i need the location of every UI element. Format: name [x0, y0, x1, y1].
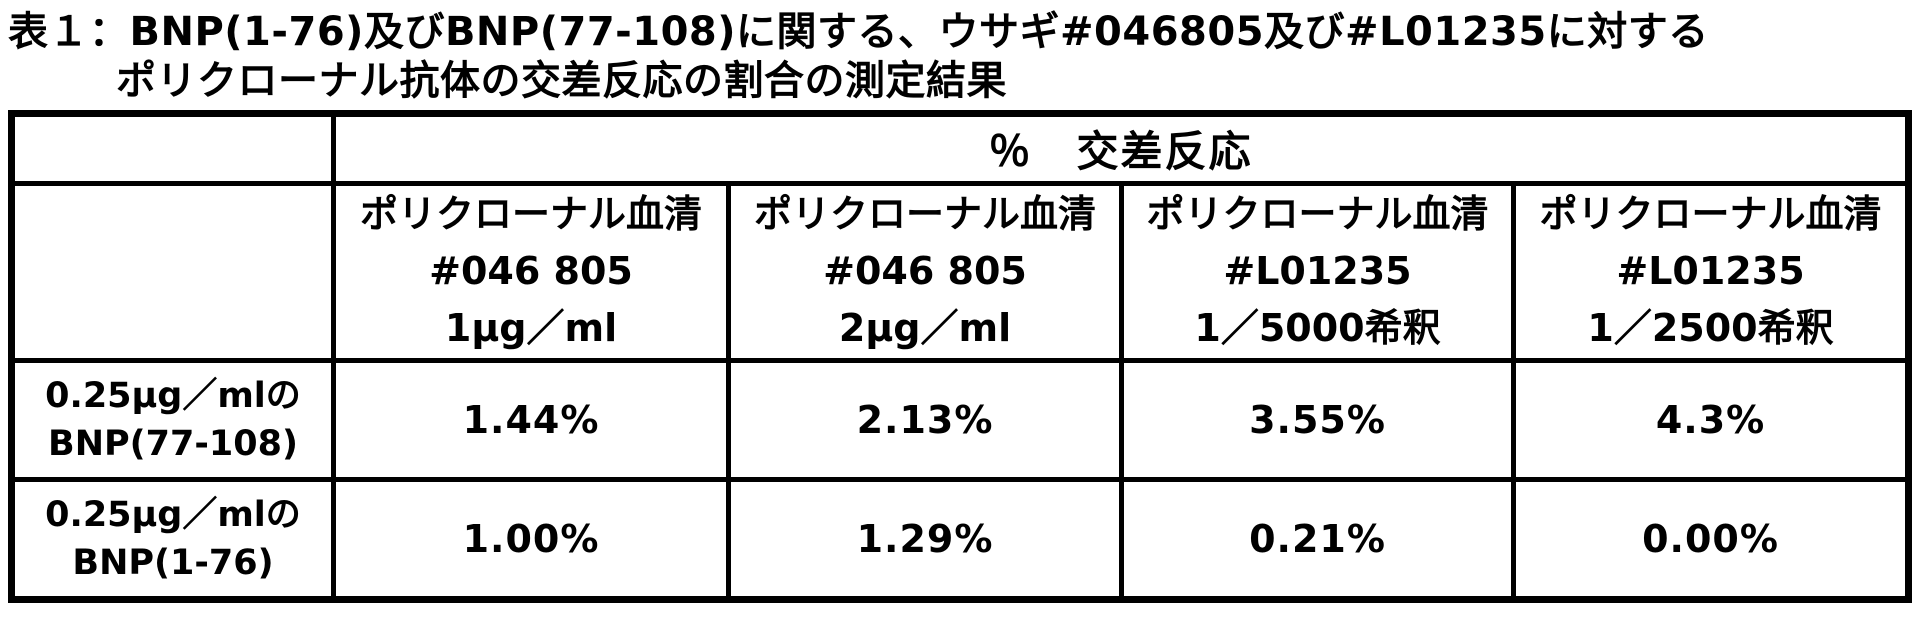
column-header-serum-id: #046 805: [429, 249, 633, 294]
value-bnp77-108-col3: 3.55%: [1119, 357, 1516, 482]
column-header-serum-l01235-2500: ポリクローナル血清 #L01235 1／2500希釈: [1510, 180, 1912, 363]
column-header-serum-046805-1ug: ポリクローナル血清 #046 805 1μg／ml: [331, 180, 731, 363]
corner-cell-top: [9, 110, 336, 186]
row-label-analyte: BNP(77-108): [48, 423, 298, 464]
column-header-serum-id: #046 805: [823, 249, 1027, 294]
value-bnp1-76-col1: 1.00%: [331, 476, 731, 602]
table-caption: 表１：BNP(1-76)及びBNP(77-108)に関する、ウサギ#046805…: [0, 0, 1912, 110]
row-label-analyte: BNP(1-76): [72, 542, 274, 583]
cross-reactivity-table: ％ 交差反応 ポリクローナル血清 #046 805 1μg／ml ポリクローナル…: [8, 109, 1912, 603]
column-header-dilution: 1／2500希釈: [1587, 306, 1834, 351]
value-bnp1-76-col2: 1.29%: [726, 476, 1124, 602]
value-bnp1-76-col3: 0.21%: [1119, 476, 1516, 602]
value-bnp77-108-col1: 1.44%: [331, 357, 731, 482]
column-header-serum-name: ポリクローナル血清: [1146, 192, 1489, 237]
column-header-dilution: 1／5000希釈: [1194, 306, 1441, 351]
percent-cross-reactivity-header: ％ 交差反応: [330, 110, 1912, 186]
column-header-serum-l01235-5000: ポリクローナル血清 #L01235 1／5000希釈: [1119, 180, 1516, 363]
column-header-serum-id: #L01235: [1223, 249, 1412, 294]
caption-line-1: 表１：BNP(1-76)及びBNP(77-108)に関する、ウサギ#046805…: [8, 9, 1709, 55]
column-header-serum-id: #L01235: [1616, 249, 1805, 294]
column-header-serum-name: ポリクローナル血清: [753, 192, 1096, 237]
table-row-bnp-1-76: 0.25μg／mlの BNP(1-76) 1.00% 1.29% 0.21% 0…: [9, 476, 1912, 602]
column-header-concentration: 2μg／ml: [838, 306, 1012, 351]
corner-cell-bottom: [9, 180, 336, 363]
table-header-row-1: ％ 交差反応: [9, 110, 1912, 186]
column-header-concentration: 1μg／ml: [444, 306, 618, 351]
value-bnp77-108-col4: 4.3%: [1510, 357, 1912, 482]
caption-line-2: ポリクローナル抗体の交差反応の割合の測定結果: [116, 57, 1007, 104]
row-label-bnp-77-108: 0.25μg／mlの BNP(77-108): [9, 357, 336, 482]
value-bnp1-76-col4: 0.00%: [1510, 476, 1912, 602]
table-row-bnp-77-108: 0.25μg／mlの BNP(77-108) 1.44% 2.13% 3.55%…: [9, 357, 1912, 482]
value-bnp77-108-col2: 2.13%: [726, 357, 1124, 482]
column-header-serum-name: ポリクローナル血清: [359, 192, 702, 237]
row-label-bnp-1-76: 0.25μg／mlの BNP(1-76): [9, 476, 336, 602]
column-header-serum-name: ポリクローナル血清: [1539, 192, 1882, 237]
table-header-row-2: ポリクローナル血清 #046 805 1μg／ml ポリクローナル血清 #046…: [9, 180, 1912, 363]
row-label-concentration: 0.25μg／mlの: [45, 494, 301, 535]
row-label-concentration: 0.25μg／mlの: [45, 375, 301, 416]
column-header-serum-046805-2ug: ポリクローナル血清 #046 805 2μg／ml: [726, 180, 1124, 363]
